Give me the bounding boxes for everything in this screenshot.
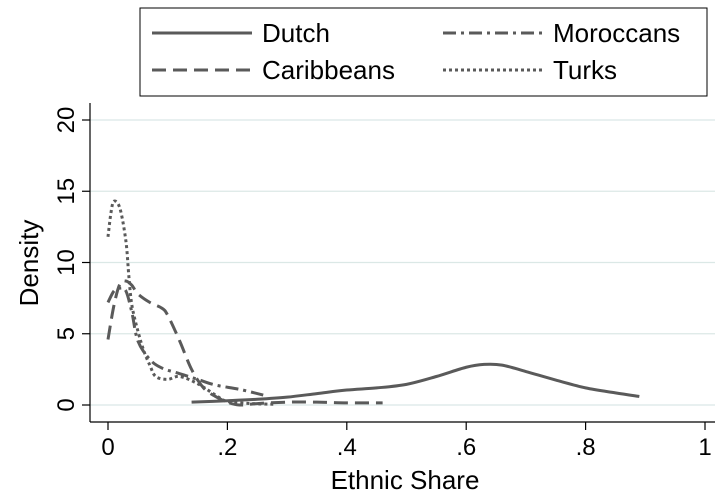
legend-entry-turks: Turks [443, 55, 617, 85]
series-line-moroccans [106, 286, 264, 397]
gridlines [90, 119, 715, 406]
y-tick-label-1: 5 [53, 327, 80, 340]
series-lines [106, 199, 640, 407]
x-tick-label-3: .6 [456, 434, 476, 461]
legend-entry-moroccans: Moroccans [443, 18, 680, 48]
x-tick-label-1: .2 [217, 434, 237, 461]
legend: Dutch Moroccans Caribbeans Turks [139, 7, 708, 97]
legend-label-turks: Turks [553, 55, 617, 85]
axes: 0 5 10 15 20 0 .2 .4 .6 .8 1 [53, 103, 715, 461]
legend-box [139, 7, 708, 97]
legend-label-dutch: Dutch [262, 18, 330, 48]
series-line-caribbeans [106, 279, 383, 407]
legend-label-caribbeans: Caribbeans [262, 55, 395, 85]
series-line-turks [106, 199, 276, 406]
legend-entry-caribbeans: Caribbeans [152, 55, 395, 85]
y-axis-title: Density [14, 220, 44, 307]
x-axis-title: Ethnic Share [331, 465, 480, 495]
legend-entry-dutch: Dutch [152, 18, 330, 48]
y-tick-label-3: 15 [53, 178, 80, 205]
series-line-dutch [191, 362, 640, 404]
y-tick-label-4: 20 [53, 107, 80, 134]
x-tick-label-0: 0 [101, 434, 114, 461]
y-tick-label-0: 0 [53, 398, 80, 411]
legend-label-moroccans: Moroccans [553, 18, 680, 48]
x-tick-label-5: 1 [698, 434, 711, 461]
x-tick-label-4: .8 [576, 434, 596, 461]
y-tick-label-2: 10 [53, 249, 80, 276]
x-tick-label-2: .4 [337, 434, 357, 461]
